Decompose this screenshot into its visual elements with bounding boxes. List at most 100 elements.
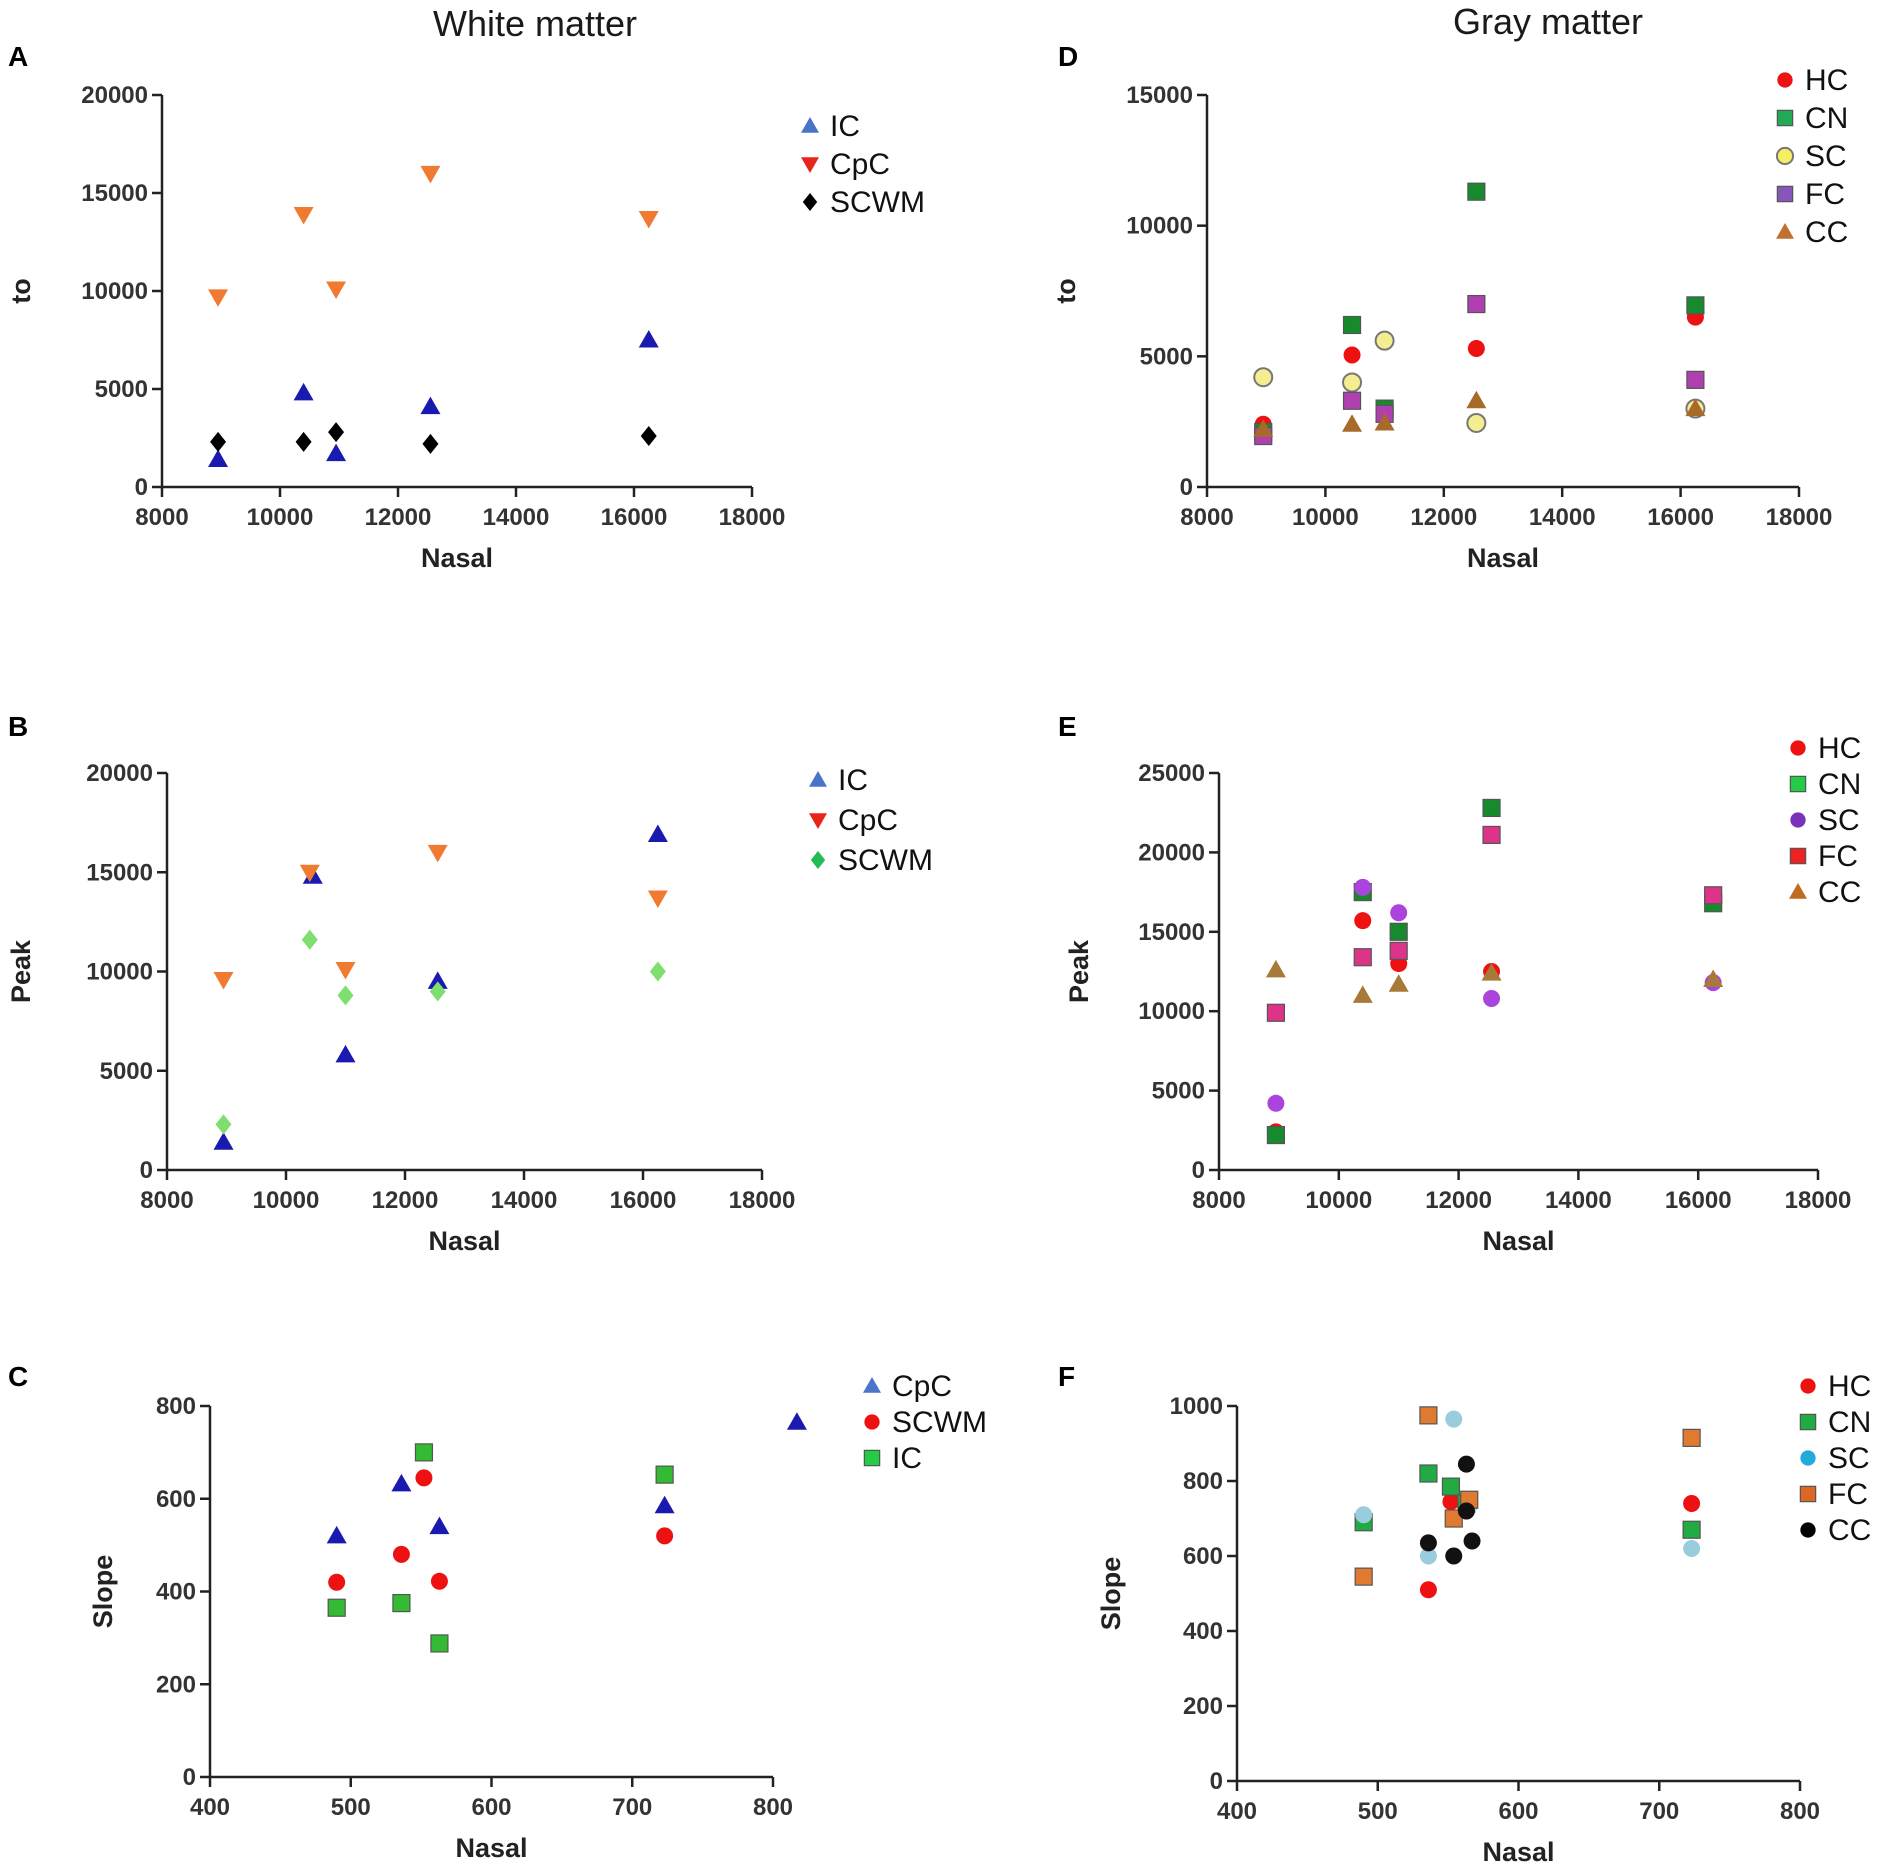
y-tick-label-c: 600 <box>156 1486 196 1513</box>
data-point-b-scwm <box>301 929 318 950</box>
data-point-e-fc <box>1266 1003 1286 1022</box>
panel-letter-f: F <box>1058 1361 1075 1392</box>
data-point-f-sc <box>1445 1410 1463 1428</box>
legend-label-b-cpc: CpC <box>838 804 898 837</box>
data-point-e-fc <box>1389 941 1408 960</box>
legend-marker-a-scwm <box>802 193 818 211</box>
y-tick-label-f: 800 <box>1183 1468 1223 1495</box>
legend-marker-f-fc <box>1799 1485 1817 1503</box>
data-point-f-cn <box>1419 1464 1438 1483</box>
x-axis-label-c: Nasal <box>455 1833 527 1863</box>
data-point-f-fc <box>1354 1567 1373 1586</box>
legend-label-c-cpc: CpC <box>892 1370 952 1403</box>
data-point-f-cc <box>1463 1532 1481 1550</box>
legend-marker-c-cpc <box>863 1377 881 1393</box>
x-tick-label-e: 16000 <box>1665 1187 1732 1214</box>
data-point-b-cpc <box>427 844 448 863</box>
legend-marker-e-cc <box>1789 883 1807 899</box>
x-axis-label-b: Nasal <box>428 1226 500 1256</box>
y-axis-label-c: Slope <box>88 1555 118 1629</box>
y-tick-label-f: 200 <box>1183 1693 1223 1720</box>
x-tick-label-b: 8000 <box>140 1187 193 1214</box>
y-tick-label-f: 400 <box>1183 1618 1223 1645</box>
legend-label-f-cc: CC <box>1828 1514 1871 1547</box>
legend-marker-a-ic <box>801 117 819 133</box>
data-point-f-fc <box>1419 1406 1438 1425</box>
x-axis-label-a: Nasal <box>421 543 493 573</box>
legend-label-e-cc: CC <box>1818 876 1861 909</box>
x-tick-label-f: 700 <box>1639 1798 1679 1825</box>
data-point-f-fc <box>1444 1509 1463 1528</box>
x-tick-label-d: 8000 <box>1180 504 1233 531</box>
panel-c-chart: C 0 200 400 600 800 400 500 600 700 800 Nasal Slope C… <box>8 1361 987 1863</box>
x-tick-label-a: 12000 <box>365 504 432 531</box>
panel-f-chart: F 0 200 400 600 800 1000 400 500 600 700 800 Nasal Sl… <box>1058 1361 1871 1867</box>
x-tick-label-a: 14000 <box>483 504 550 531</box>
y-axis-label-d: to <box>1051 278 1081 303</box>
y-tick-label-e: 10000 <box>1138 998 1205 1025</box>
data-point-a-ic <box>420 396 441 415</box>
column-title-gray-matter: Gray matter <box>1453 1 1643 42</box>
data-point-d-cn <box>1467 182 1486 201</box>
legend-label-d-cn: CN <box>1805 102 1848 135</box>
data-point-a-scwm <box>328 422 345 443</box>
data-point-e-hc <box>1354 912 1372 930</box>
legend-label-b-scwm: SCWM <box>838 844 933 877</box>
legend-marker-a-cpc <box>801 157 819 173</box>
legend-label-f-sc: SC <box>1828 1442 1870 1475</box>
legend-marker-e-fc <box>1789 847 1807 865</box>
y-axis-label-b: Peak <box>6 939 36 1003</box>
data-point-e-cc <box>1352 985 1373 1003</box>
data-point-b-ic <box>647 824 668 843</box>
y-tick-label-c: 200 <box>156 1671 196 1698</box>
data-point-a-scwm <box>210 431 227 452</box>
legend-marker-f-sc <box>1800 1450 1816 1466</box>
data-point-c-scwm <box>328 1573 346 1591</box>
data-point-c-cpc <box>786 1412 807 1430</box>
legend-marker-d-fc <box>1776 185 1794 203</box>
x-tick-label-d: 12000 <box>1410 504 1477 531</box>
x-tick-label-d: 14000 <box>1529 504 1596 531</box>
y-tick-label-d: 15000 <box>1126 82 1193 109</box>
y-axis-label-a: to <box>6 278 36 303</box>
x-axis-label-e: Nasal <box>1482 1226 1554 1256</box>
legend-label-e-hc: HC <box>1818 732 1861 765</box>
x-tick-label-c: 700 <box>612 1794 652 1821</box>
y-tick-label-d: 10000 <box>1126 213 1193 240</box>
data-point-f-cn <box>1682 1520 1701 1539</box>
data-point-c-ic <box>430 1634 449 1653</box>
y-tick-label-b: 10000 <box>86 959 153 986</box>
data-point-d-hc <box>1343 346 1361 364</box>
data-point-c-scwm <box>392 1545 410 1563</box>
legend-marker-c-scwm <box>864 1414 880 1430</box>
x-tick-label-c: 600 <box>471 1794 511 1821</box>
y-tick-label-b: 0 <box>140 1157 153 1184</box>
data-point-f-hc <box>1683 1495 1701 1512</box>
panel-b-chart: B 0 5000 10000 15000 20000 8000 10000 12000 14000… <box>6 711 933 1256</box>
data-point-f-fc <box>1682 1428 1701 1447</box>
x-tick-label-b: 18000 <box>729 1187 796 1214</box>
legend-marker-e-cn <box>1789 775 1807 793</box>
data-point-e-cc <box>1703 969 1724 987</box>
data-point-a-scwm <box>295 431 312 452</box>
x-tick-label-b: 14000 <box>491 1187 558 1214</box>
legend-label-d-sc: SC <box>1805 140 1847 173</box>
data-point-e-sc <box>1390 904 1408 922</box>
legend-label-d-fc: FC <box>1805 178 1845 211</box>
data-point-b-cpc <box>647 890 668 909</box>
x-tick-label-e: 12000 <box>1425 1187 1492 1214</box>
data-point-a-scwm <box>422 433 439 454</box>
legend-marker-d-cc <box>1776 223 1794 239</box>
x-tick-label-e: 14000 <box>1545 1187 1612 1214</box>
data-point-e-fc <box>1353 948 1372 967</box>
legend-marker-f-cc <box>1800 1522 1816 1538</box>
data-point-a-ic <box>293 382 314 401</box>
data-point-d-sc <box>1253 367 1274 388</box>
y-tick-label-e: 25000 <box>1138 760 1205 787</box>
legend-label-e-fc: FC <box>1818 840 1858 873</box>
data-point-b-scwm <box>215 1114 232 1135</box>
legend-label-e-cn: CN <box>1818 768 1861 801</box>
data-point-e-fc <box>1482 825 1501 845</box>
data-point-a-cpc <box>638 210 659 229</box>
